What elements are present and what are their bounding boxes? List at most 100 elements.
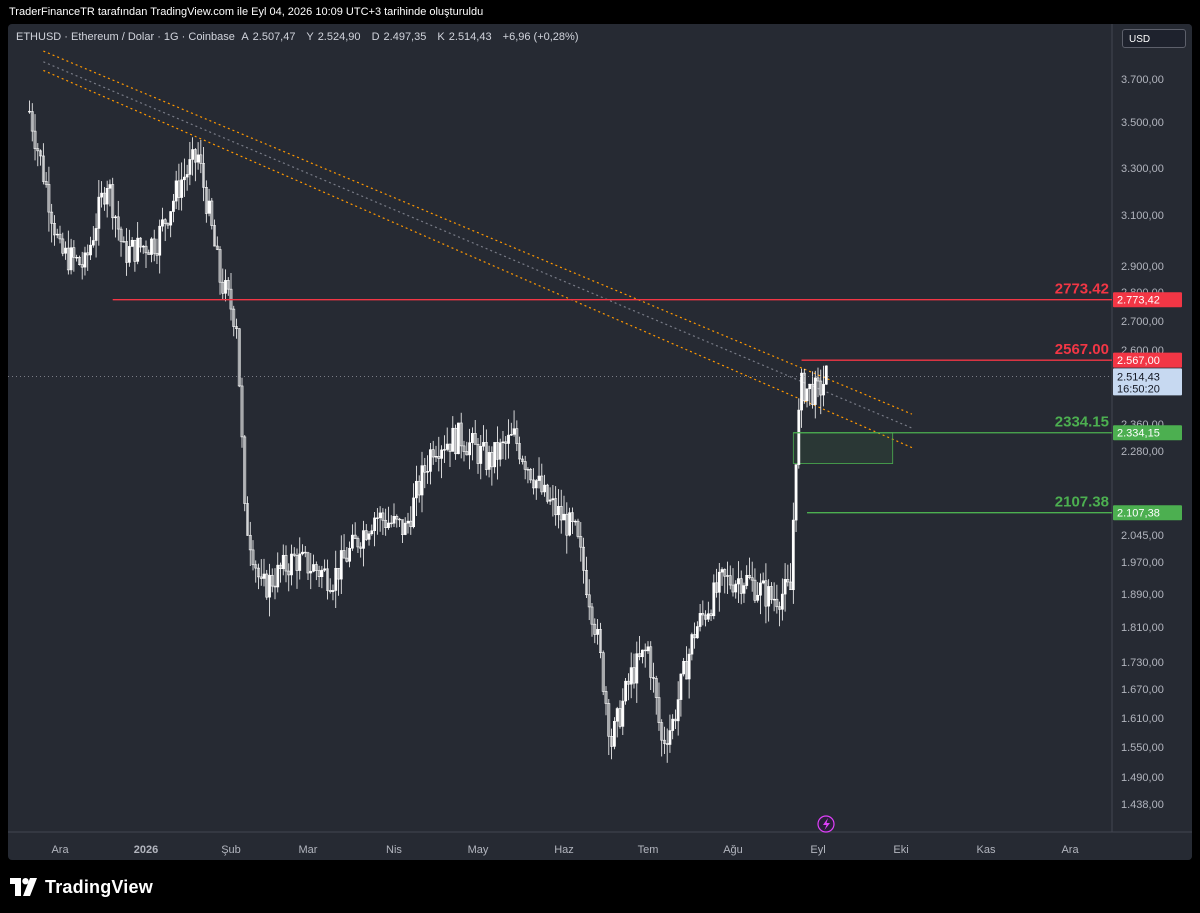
candle-body <box>565 513 569 536</box>
candle-body <box>504 441 508 444</box>
candle-body <box>607 703 611 737</box>
candle-body <box>649 646 653 678</box>
candle-body <box>373 517 376 532</box>
candle-body <box>824 365 828 385</box>
channel-upper-line[interactable] <box>43 50 913 415</box>
candle-body <box>562 513 566 521</box>
y-tick-label: 1.810,00 <box>1121 622 1164 634</box>
candle-body <box>378 512 382 519</box>
legend-symbol[interactable]: ETHUSD · Ethereum / Dolar · 1G · Coinbas… <box>16 31 235 43</box>
candle-body <box>811 383 814 405</box>
candle-body <box>701 613 705 616</box>
candle-body <box>791 519 795 591</box>
candle-body <box>676 699 680 722</box>
candle-body <box>248 534 252 551</box>
candle-body <box>618 708 622 727</box>
demand-zone-box[interactable] <box>792 432 894 464</box>
candle-body <box>728 575 732 586</box>
price-axis[interactable] <box>1112 24 1192 860</box>
candle-body <box>715 582 718 593</box>
candle-body <box>130 239 134 247</box>
candle-body <box>362 530 365 549</box>
candle-body <box>61 238 65 254</box>
channel-lower-line[interactable] <box>43 69 913 449</box>
chart-frame[interactable]: 3.700,00 3.500,00 3.300,00 3.100,00 2.900,00… <box>8 24 1192 860</box>
candle-body <box>320 569 324 577</box>
candle-body <box>161 219 164 227</box>
chart-canvas[interactable]: 3.700,00 3.500,00 3.300,00 3.100,00 2.900,00… <box>8 24 1192 860</box>
level-axis-tag-2773.42[interactable] <box>1113 292 1182 308</box>
candle-body <box>136 237 140 262</box>
candle-body <box>367 533 371 540</box>
candle-body <box>734 583 738 593</box>
candle-body <box>690 634 694 655</box>
candle-body <box>53 223 56 236</box>
candle-body <box>596 629 600 635</box>
candle-body <box>348 547 352 562</box>
candle-body <box>635 653 639 684</box>
candle-body <box>723 569 727 577</box>
candle-body <box>172 200 175 212</box>
x-tick-label: Nis <box>386 844 402 856</box>
candle-body <box>334 567 338 591</box>
candle-body <box>712 582 716 617</box>
candle-body <box>353 534 357 539</box>
candle-body <box>775 598 779 608</box>
candle-body <box>665 743 669 745</box>
candle-body <box>370 530 374 535</box>
candle-body <box>434 456 438 458</box>
candle-body <box>590 606 594 625</box>
candle-body <box>487 452 491 470</box>
candle-body <box>409 520 413 528</box>
candle-body <box>638 653 642 658</box>
header-title: TraderFinanceTR tarafından TradingView.c… <box>9 6 484 18</box>
candle-body <box>193 149 197 163</box>
candle-body <box>202 163 205 188</box>
candle-body <box>72 247 76 258</box>
x-tick-label: Ağu <box>723 844 743 856</box>
candle-body <box>50 211 54 224</box>
candle-body <box>684 660 688 680</box>
candle-body <box>125 241 128 263</box>
candle-body <box>682 660 686 675</box>
candle-body <box>764 580 768 607</box>
candle-body <box>232 308 236 327</box>
level-axis-tag-2107.38[interactable] <box>1113 505 1182 521</box>
candle-body <box>174 180 178 202</box>
y-tick-label: 3.700,00 <box>1121 74 1164 86</box>
candle-body <box>557 505 560 516</box>
candle-body <box>601 652 605 692</box>
level-axis-tag-2334.15[interactable] <box>1113 425 1182 441</box>
candle-body <box>191 149 195 160</box>
legend-high-label: Y <box>306 31 314 43</box>
candle-body <box>139 237 142 248</box>
candle-body <box>448 443 452 452</box>
candle-body <box>105 187 109 205</box>
candle-body <box>166 223 170 226</box>
candle-body <box>55 233 59 236</box>
y-tick-label: 1.490,00 <box>1121 772 1164 784</box>
candle-body <box>273 585 277 588</box>
candle-body <box>155 252 159 256</box>
currency-button[interactable]: USD <box>1122 29 1186 48</box>
candle-body <box>108 184 112 189</box>
candle-body <box>268 574 271 598</box>
candle-body <box>309 570 313 574</box>
candle-body <box>237 328 241 387</box>
candle-body <box>769 586 773 600</box>
symbol-legend[interactable]: ETHUSD · Ethereum / Dolar · 1G · Coinbas… <box>16 31 583 43</box>
level-axis-tag-2567.00[interactable] <box>1113 352 1182 368</box>
x-tick-label: Eki <box>893 844 908 856</box>
candle-body <box>593 623 597 635</box>
x-tick-label: Şub <box>221 844 241 856</box>
legend-high-value: 2.524,90 <box>317 31 361 43</box>
candle-body <box>459 422 463 447</box>
channel-middle-line[interactable] <box>43 61 913 429</box>
y-tick-label: 2.045,00 <box>1121 530 1164 542</box>
candle-body <box>778 606 782 610</box>
candle-body <box>717 571 721 593</box>
last-price-axis-tag[interactable] <box>1113 368 1182 396</box>
candle-body <box>323 568 327 571</box>
candle-body <box>185 174 189 178</box>
candle-body <box>632 667 636 684</box>
